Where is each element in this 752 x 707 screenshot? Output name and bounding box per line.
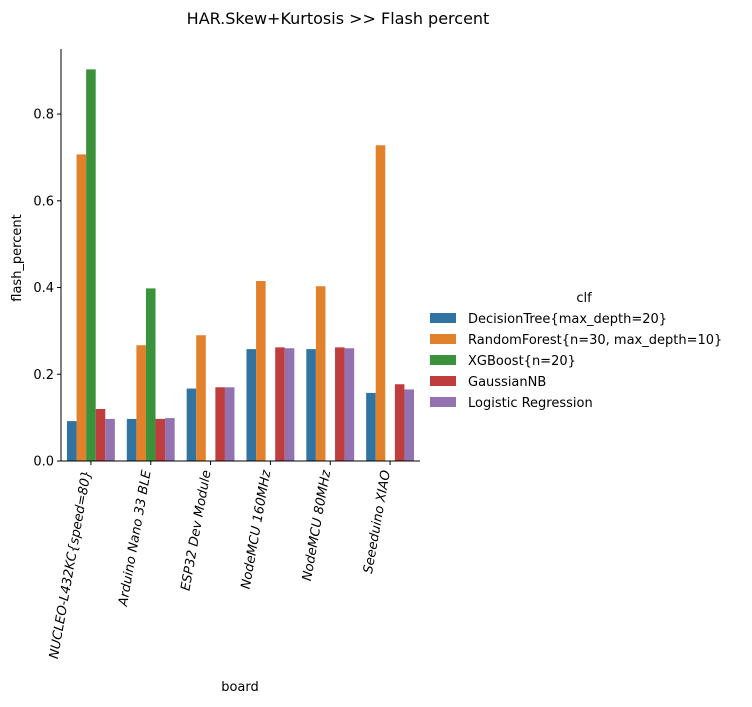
y-tick-label: 0.8	[33, 108, 54, 123]
bar	[66, 421, 77, 461]
legend-swatch	[430, 376, 456, 386]
bar	[186, 388, 197, 461]
bar	[366, 392, 376, 461]
legend-swatch	[430, 355, 456, 365]
y-tick-label: 0.2	[33, 368, 54, 383]
legend-swatch	[430, 313, 456, 323]
x-tick-label: NUCLEO-L432KC{speed=80}	[47, 469, 95, 660]
y-tick-label: 0.4	[33, 281, 54, 296]
y-axis: 0.0 0.2 0.4 0.6 0.8	[33, 49, 62, 470]
x-tick-label: Seeeduino XIAO	[361, 469, 394, 575]
legend-swatch	[430, 397, 456, 407]
bar	[344, 348, 355, 461]
legend-title: clf	[576, 291, 592, 306]
bar	[375, 145, 386, 461]
legend-label: DecisionTree{max_depth=20}	[468, 312, 667, 327]
y-tick-label: 0.6	[33, 194, 54, 209]
bar	[284, 348, 295, 461]
bar	[196, 335, 206, 461]
bar	[95, 408, 106, 461]
legend-label: Logistic Regression	[468, 396, 593, 411]
bar	[256, 281, 266, 461]
bar	[246, 349, 257, 461]
legend-label: XGBoost{n=20}	[468, 354, 576, 369]
bar	[145, 288, 156, 461]
legend: clf DecisionTree{max_depth=20} RandomFore…	[430, 291, 722, 411]
bar	[136, 345, 146, 461]
bar	[394, 384, 405, 461]
bar	[76, 154, 87, 461]
bar	[215, 387, 225, 461]
x-tick-label: NodeMCU 80MHz	[300, 468, 334, 582]
x-axis-label: board	[221, 680, 259, 695]
legend-label: GaussianNB	[468, 375, 546, 390]
legend-items: DecisionTree{max_depth=20} RandomForest{n…	[430, 312, 722, 411]
bar	[165, 418, 175, 461]
bar	[126, 418, 137, 461]
bars-layer	[66, 69, 415, 461]
x-tick-label: ESP32 Dev Module	[179, 469, 215, 592]
bar	[105, 418, 115, 461]
chart-title: HAR.Skew+Kurtosis >> Flash percent	[187, 9, 490, 28]
x-axis: NUCLEO-L432KC{speed=80} Arduino Nano 33 B…	[47, 460, 420, 660]
y-axis-label: flash_percent	[10, 214, 25, 301]
bar	[315, 286, 326, 461]
bar	[404, 389, 415, 461]
bar	[155, 418, 166, 461]
bar	[335, 347, 345, 461]
legend-label: RandomForest{n=30, max_depth=10}	[468, 333, 722, 348]
bar	[224, 387, 235, 461]
x-tick-label: NodeMCU 160MHz	[239, 468, 275, 590]
bar	[86, 69, 96, 461]
bar	[306, 349, 316, 461]
legend-swatch	[430, 334, 456, 344]
x-tick-label: Arduino Nano 33 BLE	[116, 468, 155, 608]
bar	[275, 347, 285, 461]
y-tick-label: 0.0	[33, 455, 54, 470]
